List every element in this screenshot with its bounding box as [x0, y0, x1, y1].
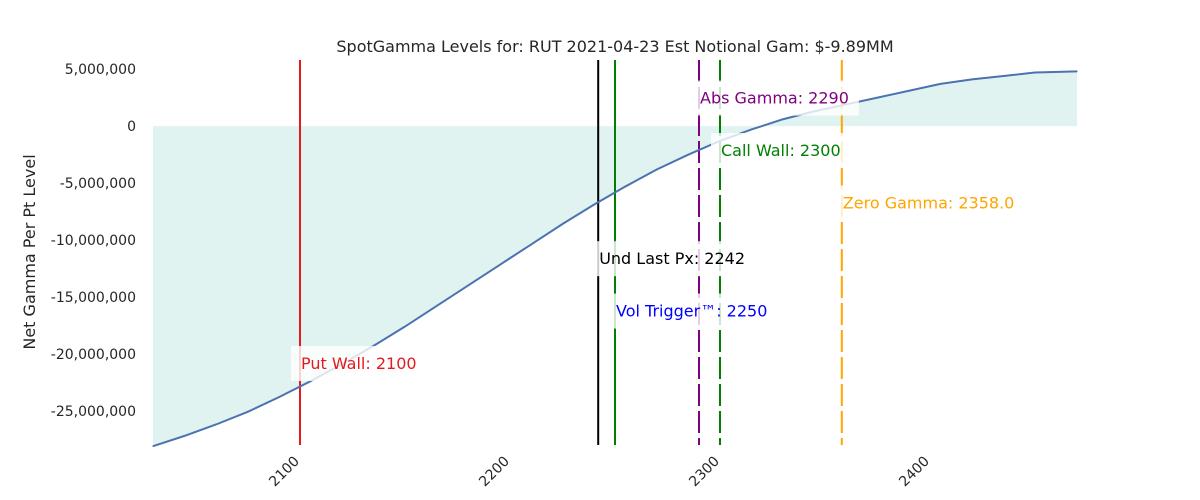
gamma-point	[215, 423, 217, 426]
gamma-point	[939, 83, 942, 85]
level-label-box-1	[589, 241, 756, 277]
x-tick-label: 2100	[266, 454, 303, 491]
y-tick-label: -20,000,000	[51, 347, 136, 363]
level-label-2: Vol Trigger™: 2250	[616, 302, 767, 321]
x-tick-label: 2200	[476, 454, 513, 491]
gamma-point	[656, 168, 658, 170]
gamma-point	[467, 284, 469, 287]
gamma-series-line-0	[152, 70, 1078, 448]
y-tick-label: -25,000,000	[51, 404, 136, 420]
x-tick-label: 2300	[686, 454, 723, 491]
level-label-box-4	[711, 132, 851, 168]
level-label-box-3	[690, 80, 859, 116]
level-label-box-2	[606, 293, 778, 329]
y-tick-label: -15,000,000	[51, 290, 136, 306]
gamma-point	[624, 185, 627, 188]
level-label-0: Put Wall: 2100	[301, 354, 417, 373]
chart-title: SpotGamma Levels for: RUT 2021-04-23 Est…	[336, 37, 893, 56]
gamma-point	[561, 223, 564, 225]
gamma-point	[876, 96, 879, 99]
gamma-point	[1076, 70, 1078, 72]
gamma-point	[435, 305, 438, 307]
gamma-point	[530, 243, 532, 246]
gamma-point	[593, 204, 595, 206]
gamma-point	[1034, 71, 1036, 74]
gamma-point	[750, 128, 753, 131]
gamma-point	[278, 396, 280, 398]
y-tick-label: 5,000,000	[65, 62, 136, 78]
y-tick-label: -5,000,000	[60, 176, 136, 192]
level-label-box-0	[291, 345, 427, 381]
level-label-box-5	[832, 185, 1025, 221]
y-tick-label: 0	[127, 119, 136, 135]
gamma-point	[782, 118, 784, 120]
gamma-point	[498, 264, 501, 266]
gamma-point	[908, 90, 910, 92]
x-ticks-layer: 2100 2200 2300 2400	[266, 454, 933, 491]
gamma-point	[152, 445, 154, 447]
gamma-point	[404, 325, 406, 328]
gamma-point	[1002, 75, 1005, 77]
level-label-4: Call Wall: 2300	[721, 141, 841, 160]
level-label-3: Abs Gamma: 2290	[700, 89, 849, 108]
gamma-area-0	[153, 71, 1077, 447]
y-ticks-layer: 5,000,000 0 -5,000,000 -10,000,000 -15,000,0…	[51, 62, 136, 420]
gamma-point	[246, 411, 249, 413]
y-axis-label: Net Gamma Per Pt Level	[20, 154, 39, 349]
x-tick-label: 2400	[896, 454, 933, 491]
gamma-point	[183, 435, 186, 437]
area-fill-layer	[153, 71, 1077, 447]
level-label-1: Und Last Px: 2242	[599, 249, 745, 268]
gamma-point	[687, 153, 690, 156]
level-label-5: Zero Gamma: 2358.0	[843, 193, 1015, 212]
level-labels-layer: Put Wall: 2100 Und Last Px: 2242 Vol Trigg…	[291, 80, 1025, 381]
gamma-point	[971, 78, 973, 80]
y-tick-label: -10,000,000	[51, 233, 136, 249]
